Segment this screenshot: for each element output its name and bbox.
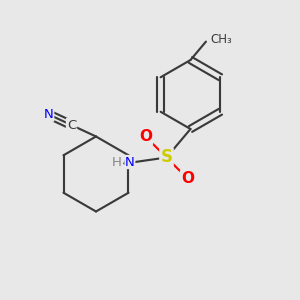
Text: O: O bbox=[181, 171, 194, 186]
Text: CH₃: CH₃ bbox=[210, 33, 232, 46]
Text: O: O bbox=[139, 129, 152, 144]
Text: H: H bbox=[112, 155, 122, 169]
Text: S: S bbox=[160, 148, 172, 166]
Text: N: N bbox=[125, 155, 135, 169]
Text: C: C bbox=[67, 118, 76, 132]
Text: N: N bbox=[44, 108, 53, 121]
